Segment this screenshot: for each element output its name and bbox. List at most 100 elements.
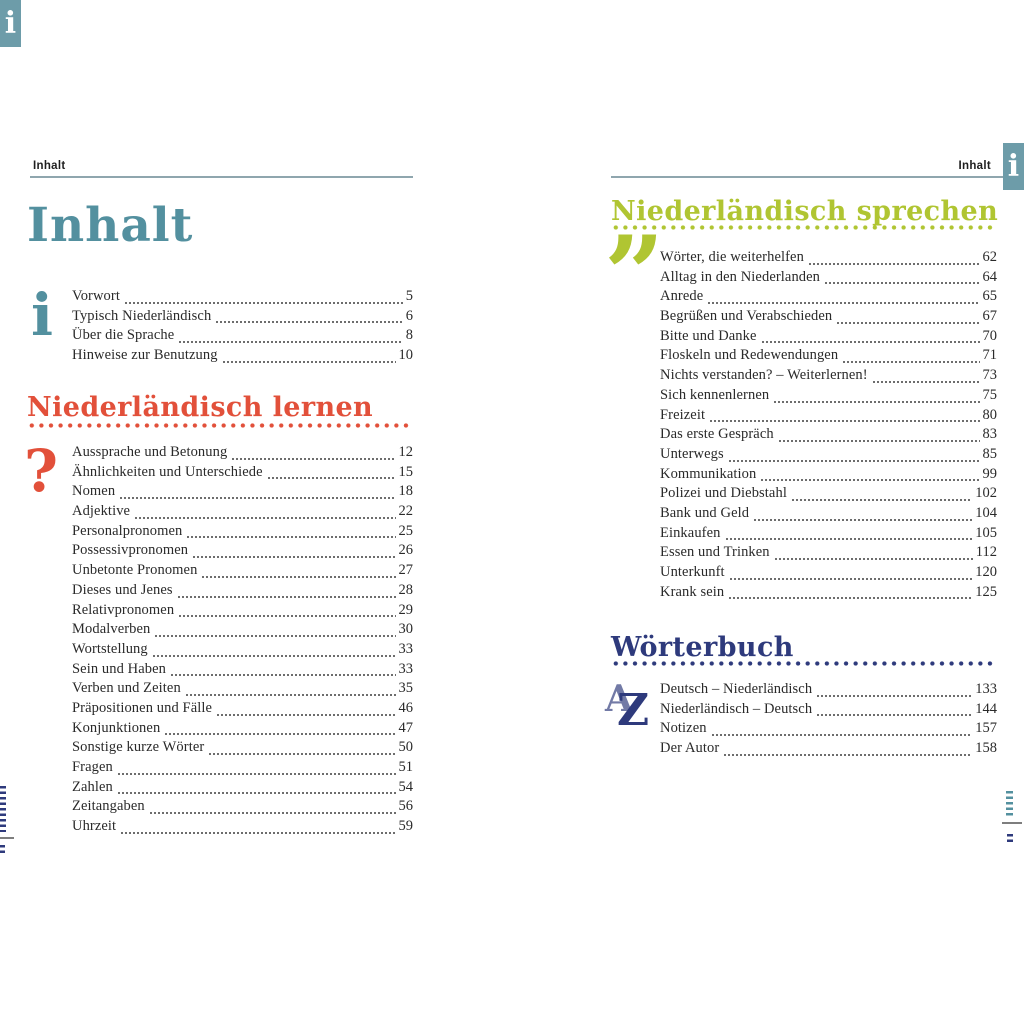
toc-entry: Unterwegs 85 <box>660 445 997 466</box>
toc-entry-page: 144 <box>975 700 997 717</box>
toc-entry-page: 83 <box>982 426 998 443</box>
leader-dots <box>119 483 396 504</box>
toc-entry: Relativpronomen 29 <box>72 601 414 622</box>
toc-entry-page: 46 <box>398 699 414 716</box>
toc-entry-page: 75 <box>982 386 998 403</box>
leader-dots <box>816 681 973 701</box>
toc-entry-page: 65 <box>982 288 998 305</box>
leader-dots <box>201 562 396 582</box>
section-title-learn: Niederländisch lernen <box>27 392 374 423</box>
toc-entry: Nichts verstanden? – Weiterlernen! 73 <box>660 367 997 387</box>
toc-entry-page: 158 <box>975 740 997 757</box>
toc-entry-page: 71 <box>982 347 998 364</box>
toc-entry: Aussprache und Betonung 12 <box>72 444 413 464</box>
toc-entry: Konjunktionen 47 <box>72 719 414 740</box>
toc-entry-label: Unterkunft <box>660 564 725 580</box>
toc-entry: Polizei und Diebstahl 102 <box>660 485 997 505</box>
toc-entry-label: Bitte und Danke <box>660 327 757 344</box>
dictionary-az-icon: A Z <box>605 678 649 736</box>
toc-entry-page: 73 <box>982 367 998 384</box>
toc-entry: Bank und Geld 104 <box>660 504 997 525</box>
leader-dots <box>151 640 396 661</box>
toc-entry-label: Begrüßen und Verabschieden <box>660 308 833 325</box>
leader-dots <box>178 601 396 622</box>
toc-entry-page: 64 <box>982 268 998 285</box>
leader-dots <box>807 249 980 269</box>
toc-entry-label: Adjektive <box>72 503 131 520</box>
toc-entry-page: 6 <box>405 307 413 324</box>
leader-dots <box>723 740 973 760</box>
toc-entry-label: Essen und Trinken <box>660 544 770 561</box>
toc-entry: Freizeit 80 <box>660 406 998 427</box>
leader-dots <box>824 268 980 289</box>
leader-dots <box>154 621 396 641</box>
section-dot-rule-dictionary <box>611 660 997 667</box>
toc-entry-label: Wörter, die weiterhelfen <box>660 249 804 265</box>
toc-entry-label: Wortstellung <box>72 640 148 657</box>
leader-dots <box>176 581 396 602</box>
toc-entry-label: Krank sein <box>660 583 725 600</box>
toc-entry-page: 62 <box>982 249 998 265</box>
toc-entry-page: 157 <box>975 720 997 737</box>
toc-entry: Alltag in den Niederlanden 64 <box>660 268 998 289</box>
toc-entry-label: Über die Sprache <box>72 327 175 344</box>
leader-dots <box>215 307 403 328</box>
chapter-tab-info-icon: i <box>1003 143 1024 190</box>
toc-entry: Bitte und Danke 70 <box>660 327 997 348</box>
toc-dictionary-list: Deutsch – Niederländisch 133 Niederländi… <box>660 681 997 760</box>
toc-entry: Uhrzeit 59 <box>72 818 413 838</box>
leader-dots <box>192 542 396 563</box>
toc-entry-page: 25 <box>398 522 414 539</box>
toc-entry-page: 12 <box>398 444 414 460</box>
toc-entry-label: Nomen <box>72 483 116 500</box>
leader-dots <box>773 544 973 564</box>
leader-dots <box>120 818 396 838</box>
leader-dots <box>184 680 396 700</box>
toc-entry-label: Notizen <box>660 720 707 737</box>
leader-dots <box>707 288 980 309</box>
toc-entry-page: 29 <box>398 601 414 618</box>
toc-entry-label: Zeitangaben <box>72 798 145 815</box>
toc-entry-label: Sonstige kurze Wörter <box>72 739 205 756</box>
toc-entry-page: 51 <box>398 759 414 775</box>
toc-entry: Typisch Niederländisch 6 <box>72 307 413 328</box>
leader-dots <box>178 327 403 348</box>
toc-entry-page: 8 <box>405 327 413 344</box>
toc-entry-page: 33 <box>398 660 414 677</box>
toc-entry-label: Freizeit <box>660 406 706 423</box>
toc-entry-page: 112 <box>975 544 997 561</box>
toc-entry-page: 120 <box>975 564 997 580</box>
az-icon-letter-a: A <box>605 678 633 720</box>
toc-entry: Zahlen 54 <box>72 778 413 799</box>
toc-entry-page: 26 <box>398 542 414 559</box>
toc-entry-page: 47 <box>398 719 414 736</box>
toc-entry-label: Unbetonte Pronomen <box>72 562 198 579</box>
leader-dots <box>221 347 396 367</box>
leader-dots <box>186 522 396 543</box>
toc-entry-label: Uhrzeit <box>72 818 117 835</box>
section-title-dictionary: Wörterbuch <box>611 632 794 663</box>
toc-entry: Über die Sprache 8 <box>72 327 413 348</box>
toc-entry-label: Modalverben <box>72 621 151 638</box>
toc-entry-label: Zahlen <box>72 778 113 795</box>
toc-entry-page: 80 <box>982 406 998 423</box>
toc-entry-label: Personalpronomen <box>72 522 183 539</box>
section-dot-rule-speak <box>611 224 997 231</box>
leader-dots <box>266 463 396 484</box>
toc-entry-page: 50 <box>398 739 414 756</box>
leader-dots <box>724 524 973 545</box>
toc-entry-page: 125 <box>975 583 997 600</box>
toc-entry-label: Präpositionen und Fälle <box>72 699 213 716</box>
right-edge-mark <box>1006 791 1013 817</box>
toc-entry-label: Vorwort <box>72 288 120 304</box>
toc-entry-label: Alltag in den Niederlanden <box>660 268 821 285</box>
toc-entry: Einkaufen 105 <box>660 524 997 545</box>
leader-dots <box>710 720 973 741</box>
leader-dots <box>760 327 980 348</box>
toc-entry-label: Der Autor <box>660 740 720 757</box>
leader-dots <box>134 503 396 523</box>
toc-entry-page: 102 <box>975 485 997 502</box>
leader-dots <box>164 719 396 740</box>
running-header-right: Inhalt <box>958 160 991 172</box>
leader-dots <box>123 288 403 308</box>
